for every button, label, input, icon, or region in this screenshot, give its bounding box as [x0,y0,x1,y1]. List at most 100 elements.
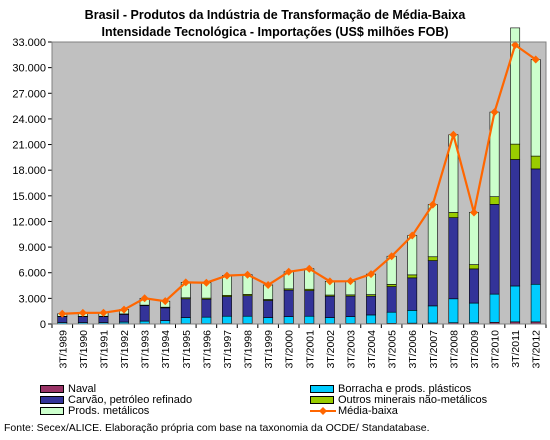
bar-segment [489,196,500,205]
x-tick-label: 3T/1996 [201,330,213,369]
bar-segment [448,298,459,324]
y-tick-label: 15.000 [12,191,46,203]
x-tick-label: 3T/2011 [510,330,522,368]
bar-segment [77,316,88,323]
line-point [120,305,129,314]
bar-segment [160,320,171,324]
x-tick-label: 3T/2010 [490,330,502,369]
bar-segment [242,295,253,317]
bar-segment [407,235,418,276]
line-point [181,278,190,287]
bar-segment [427,204,438,258]
line-point [387,252,396,261]
bar-segment [201,298,212,318]
line-point [408,231,417,240]
bar-segment [180,298,191,318]
bar-segment [510,159,521,287]
bar-segment [469,268,479,304]
legend-swatch-media [310,407,336,415]
legend-label-metalicos: Prods. metálicos [68,405,150,417]
legend-label-carvao: Carvão, petróleo refinado [68,394,193,406]
x-tick-label: 3T/1994 [160,330,172,369]
x-tick-label: 3T/2005 [387,330,399,369]
x-tick-label: 3T/2009 [469,330,481,369]
bar-segment [407,310,418,324]
line-point [284,267,293,276]
y-tick-label: 0 [40,319,46,331]
x-tick-label: 3T/2003 [345,330,357,369]
bar-segment [386,284,397,287]
bar-segment [530,283,541,323]
x-tick-label: 3T/2002 [325,330,337,369]
legend-swatch-naval [40,385,64,393]
line-point [58,309,67,318]
x-tick-label: 3T/1997 [222,330,234,369]
bar-segment [510,285,521,323]
bar-segment [139,305,150,322]
bar-segment [530,168,541,285]
bar-segment [283,316,294,324]
y-tick-label: 27.000 [12,88,46,100]
bar-segment [510,143,521,160]
bar-segment [469,212,479,265]
bar-segment [407,274,418,279]
bar-segment [448,217,459,300]
bar-segment [448,212,459,218]
line-point [511,40,520,49]
line-point [469,208,478,217]
plot-area [52,42,546,324]
bar-segment [283,289,294,317]
bar-segment [119,314,129,323]
line-point [161,297,170,306]
legend-label-media: Média-baixa [338,405,398,417]
bar-segment [345,295,356,317]
bar-segment [407,277,418,311]
bar-segment [304,290,315,317]
bar-segment [386,311,397,324]
line-point [243,270,252,279]
line-point [99,308,108,317]
bar-segment [427,305,438,324]
x-tick-label: 3T/1989 [57,330,69,369]
x-tick-label: 3T/1999 [263,330,275,369]
bar-segment [427,260,438,307]
y-tick-label: 9.000 [18,242,46,254]
bar-segment [160,307,171,321]
legend-label-naval: Naval [68,383,97,395]
bar-segment [324,295,335,318]
line-point [449,130,458,139]
y-tick-label: 18.000 [12,165,46,177]
bar-segment [366,314,376,324]
line-point [428,200,437,209]
x-tick-label: 3T/1993 [140,330,152,369]
x-tick-label: 3T/2000 [284,330,296,369]
legend-swatch-metalicos [40,407,64,415]
x-tick-label: 3T/1990 [78,330,90,369]
bar-segment [98,316,109,323]
plot-border [51,41,547,325]
bar-segment [510,27,521,145]
line-point [222,271,231,280]
line-point [346,277,355,286]
line-point [367,270,376,279]
bar-segment [469,264,479,270]
bar-segment [222,315,232,324]
bar-segment [530,59,541,157]
legend-label-borracha: Borracha e prods. plásticos [338,383,472,395]
x-tick-label: 3T/2001 [304,330,316,369]
x-tick-label: 3T/2004 [366,330,378,369]
bar-segment [366,295,376,316]
y-tick-label: 30.000 [12,63,46,75]
legend-label-outros: Outros minerais não-metálicos [338,394,488,406]
line-point [490,108,499,117]
line-point [140,294,149,303]
line-point [202,278,211,287]
y-tick-label: 33.000 [12,37,46,49]
chart-title: Brasil - Produtos da Indústria de Transf… [84,8,466,22]
chart-subtitle: Intensidade Tecnológica - Importações (U… [101,25,449,39]
bar-segment [345,316,356,324]
bar-segment [180,317,191,324]
bar-segment [489,204,500,295]
bar-segment [427,256,438,261]
line-point [264,280,273,289]
